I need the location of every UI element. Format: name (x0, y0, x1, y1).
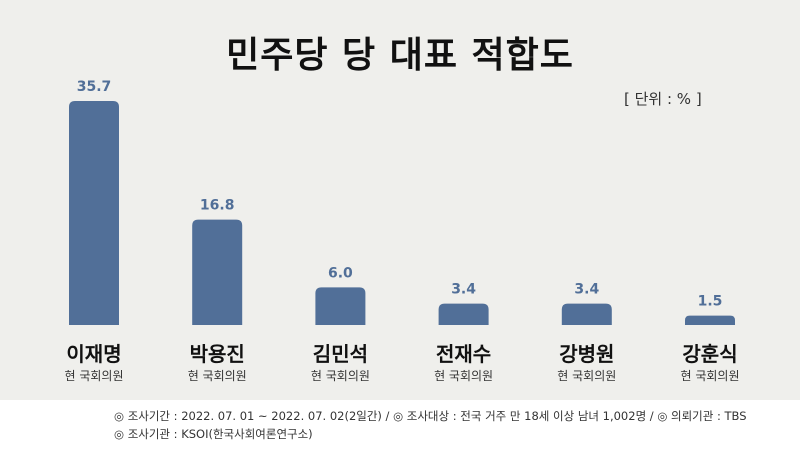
value-label-1: 35.7 (77, 79, 112, 95)
survey-info-line: ◎ 조사기간 : 2022. 07. 01 ~ 2022. 07. 02(2일간… (114, 409, 747, 423)
value-label-2: 16.8 (200, 198, 235, 214)
category-label-4: 전재수 (436, 342, 491, 366)
unit-label: [ 단위 : % ] (624, 90, 702, 108)
bar-3 (315, 287, 366, 325)
bar-1 (69, 101, 119, 325)
bar-4 (438, 303, 489, 325)
category-subtitle-3: 현 국회의원 (311, 369, 370, 383)
value-label-6: 1.5 (698, 294, 723, 310)
category-subtitle-5: 현 국회의원 (557, 369, 616, 383)
value-label-5: 3.4 (574, 282, 599, 298)
bar-2 (192, 219, 243, 325)
value-label-3: 6.0 (328, 265, 353, 281)
category-subtitle-1: 현 국회의원 (64, 369, 123, 383)
category-subtitle-4: 현 국회의원 (434, 369, 493, 383)
category-label-1: 이재명 (66, 342, 121, 366)
footer: ◎ 조사기간 : 2022. 07. 01 ~ 2022. 07. 02(2일간… (0, 400, 800, 450)
category-subtitle-2: 현 국회의원 (188, 369, 247, 383)
bar-5 (561, 303, 612, 325)
category-label-6: 강훈식 (682, 342, 737, 366)
category-subtitle-6: 현 국회의원 (680, 369, 739, 383)
bar-6 (685, 315, 735, 325)
category-label-3: 김민석 (313, 342, 368, 366)
survey-agency-line: ◎ 조사기관 : KSOI(한국사회여론연구소) (114, 427, 313, 441)
chart-title: 민주당 당 대표 적합도 (226, 35, 574, 76)
value-label-4: 3.4 (451, 282, 476, 298)
category-label-2: 박용진 (190, 342, 245, 366)
category-label-5: 강병원 (559, 342, 614, 366)
